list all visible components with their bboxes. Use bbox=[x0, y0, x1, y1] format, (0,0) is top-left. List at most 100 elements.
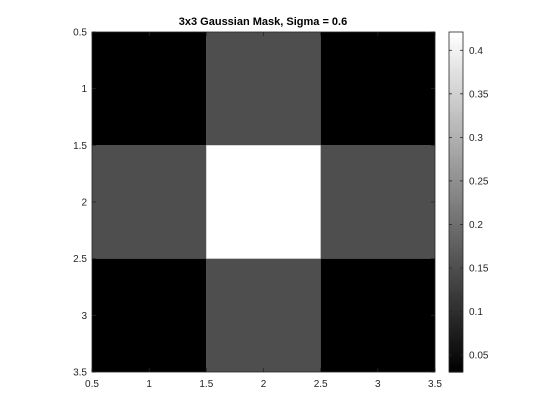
colorbar-tick-label: 0.3 bbox=[469, 133, 483, 144]
heatmap-cell bbox=[320, 258, 435, 372]
colorbar-swatch bbox=[449, 193, 463, 197]
colorbar-swatch bbox=[449, 332, 463, 336]
colorbar-swatch bbox=[449, 343, 463, 348]
colorbar-swatch bbox=[449, 247, 463, 251]
colorbar-swatch bbox=[449, 91, 463, 95]
colorbar-swatch bbox=[449, 63, 463, 67]
colorbar-swatch bbox=[449, 306, 463, 311]
colorbar-swatch bbox=[449, 97, 463, 101]
colorbar-swatch bbox=[449, 289, 463, 294]
colorbar-swatch bbox=[449, 216, 463, 220]
colorbar-swatch bbox=[449, 108, 463, 112]
colorbar-tick-label: 0.2 bbox=[469, 220, 483, 231]
y-axis: 0.5 1 1.5 2 2.5 3 3.5 bbox=[73, 28, 435, 379]
colorbar-swatch bbox=[449, 111, 463, 115]
colorbar-swatch bbox=[449, 267, 463, 271]
colorbar-swatch bbox=[449, 128, 463, 132]
x-tick-label: 2.5 bbox=[314, 379, 328, 390]
colorbar-swatch bbox=[449, 37, 463, 42]
x-axis: 0.5 1 1.5 2 2.5 3 3.5 bbox=[85, 32, 442, 390]
colorbar-swatch bbox=[449, 88, 463, 93]
colorbar-swatch bbox=[449, 227, 463, 231]
colorbar-swatch bbox=[449, 85, 463, 90]
colorbar-swatch bbox=[449, 219, 463, 223]
colorbar-swatch bbox=[449, 131, 463, 135]
colorbar-swatch bbox=[449, 185, 463, 189]
x-tick-label: 2 bbox=[261, 379, 267, 390]
colorbar-swatch bbox=[449, 295, 463, 299]
colorbar-swatch bbox=[449, 142, 463, 146]
colorbar-swatch bbox=[449, 355, 463, 359]
colorbar-swatch bbox=[449, 83, 463, 87]
colorbar-swatch bbox=[449, 221, 463, 226]
colorbar-tick-label: 0.1 bbox=[469, 307, 483, 318]
colorbar-swatch bbox=[449, 77, 463, 81]
colorbar-swatch bbox=[449, 100, 463, 104]
colorbar-swatch bbox=[449, 304, 463, 308]
colorbar-swatch bbox=[449, 148, 463, 152]
colorbar-swatch bbox=[449, 321, 463, 325]
colorbar-swatch bbox=[449, 292, 463, 297]
colorbar-swatch bbox=[449, 318, 463, 322]
x-tick-label: 1.5 bbox=[199, 379, 213, 390]
colorbar-swatch bbox=[449, 34, 463, 39]
x-tick-label: 3.5 bbox=[428, 379, 442, 390]
colorbar-swatch bbox=[449, 238, 463, 243]
colorbar-swatch bbox=[449, 94, 463, 98]
y-tick-label: 3 bbox=[81, 311, 87, 322]
heatmap-cell bbox=[320, 32, 435, 146]
colorbar-swatch bbox=[449, 162, 463, 166]
colorbar-swatch bbox=[449, 309, 463, 314]
colorbar-swatch bbox=[449, 315, 463, 319]
chart-title: 3x3 Gaussian Mask, Sigma = 0.6 bbox=[179, 16, 347, 28]
colorbar-swatch bbox=[449, 32, 463, 36]
colorbar-swatch bbox=[449, 366, 463, 370]
colorbar-swatch bbox=[449, 159, 463, 163]
colorbar-swatch bbox=[449, 241, 463, 246]
colorbar-swatch bbox=[449, 71, 463, 76]
heatmap-cell bbox=[92, 258, 207, 372]
colorbar-tick-label: 0.15 bbox=[469, 264, 489, 275]
y-tick-label: 1 bbox=[81, 84, 87, 95]
heatmap-cell bbox=[92, 32, 207, 146]
colorbar-swatch bbox=[449, 151, 463, 155]
colorbar-swatch bbox=[449, 346, 463, 350]
colorbar-swatch bbox=[449, 187, 463, 192]
colorbar-swatch bbox=[449, 261, 463, 265]
colorbar-swatch bbox=[449, 204, 463, 209]
colorbar-swatch bbox=[449, 213, 463, 217]
colorbar-swatch bbox=[449, 323, 463, 328]
colorbar-swatch bbox=[449, 199, 463, 203]
heatmap-cell bbox=[206, 258, 321, 372]
colorbar-swatch bbox=[449, 105, 463, 110]
colorbar-swatch bbox=[449, 145, 463, 149]
colorbar-swatch bbox=[449, 139, 463, 144]
colorbar-swatch bbox=[449, 233, 463, 237]
heatmap-cell bbox=[320, 145, 435, 259]
colorbar-swatch bbox=[449, 369, 463, 373]
colorbar-swatch bbox=[449, 255, 463, 260]
heatmap-cell bbox=[206, 145, 321, 259]
colorbar-swatch bbox=[449, 74, 463, 78]
x-tick-label: 3 bbox=[375, 379, 381, 390]
colorbar-swatch bbox=[449, 275, 463, 280]
colorbar-swatch bbox=[449, 312, 463, 316]
colorbar-swatch bbox=[449, 335, 463, 339]
colorbar-swatch bbox=[449, 51, 463, 56]
colorbar-swatch bbox=[449, 270, 463, 274]
colorbar-frame bbox=[448, 31, 464, 373]
colorbar-swatch bbox=[449, 46, 463, 50]
colorbar-swatch bbox=[449, 357, 463, 362]
colorbar-swatch bbox=[449, 202, 463, 206]
x-tick-label: 1 bbox=[146, 379, 152, 390]
colorbar-tick-label: 0.4 bbox=[469, 46, 483, 57]
colorbar-swatch bbox=[449, 244, 463, 248]
colorbar-swatch bbox=[449, 236, 463, 240]
colorbar-swatch bbox=[449, 224, 463, 229]
colorbar-tick-label: 0.25 bbox=[469, 176, 489, 187]
colorbar-swatch bbox=[449, 134, 463, 138]
colorbar-swatch bbox=[449, 338, 463, 342]
x-tick-label: 0.5 bbox=[85, 379, 99, 390]
colorbar-swatch bbox=[449, 60, 463, 64]
